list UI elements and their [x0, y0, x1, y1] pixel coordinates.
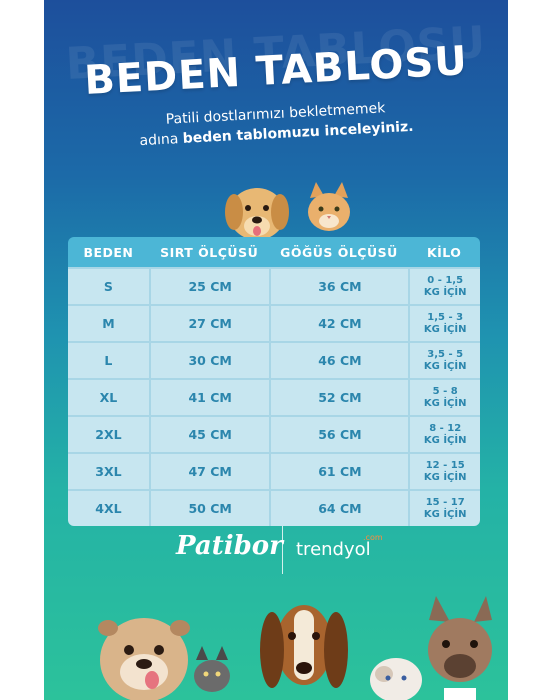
column-header-sirt: SIRT ÖLÇÜSÜ: [148, 237, 270, 267]
kilo-unit: KG İÇİN: [423, 323, 467, 335]
cell-gogus: 36 CM: [269, 267, 409, 304]
cell-sirt: 47 CM: [148, 452, 270, 489]
cell-beden: 4XL: [68, 489, 149, 526]
cell-beden: M: [68, 304, 149, 341]
table-row: 3XL 47 CM 61 CM 12 - 15 KG İÇİN: [68, 452, 480, 489]
cell-kilo: 5 - 8 KG İÇİN: [408, 378, 480, 415]
cell-gogus: 42 CM: [269, 304, 409, 341]
cell-gogus: 61 CM: [269, 452, 409, 489]
table-row: M 27 CM 42 CM 1,5 - 3 KG İÇİN: [68, 304, 480, 341]
brand-divider: [282, 526, 283, 574]
kilo-unit: KG İÇİN: [423, 286, 467, 298]
table-row: 4XL 50 CM 64 CM 15 - 17 KG İÇİN: [68, 489, 480, 526]
kilo-unit: KG İÇİN: [423, 434, 467, 446]
cell-kilo: 3,5 - 5 KG İÇİN: [408, 341, 480, 378]
trendyol-logo: trendyol: [296, 539, 371, 560]
kilo-unit: KG İÇİN: [423, 471, 467, 483]
kilo-range: 12 - 15: [425, 459, 465, 471]
cell-beden: S: [68, 267, 149, 304]
cell-gogus: 56 CM: [269, 415, 409, 452]
cell-kilo: 1,5 - 3 KG İÇİN: [408, 304, 480, 341]
cell-kilo: 12 - 15 KG İÇİN: [408, 452, 480, 489]
cell-sirt: 45 CM: [148, 415, 270, 452]
kilo-unit: KG İÇİN: [423, 397, 467, 409]
cell-sirt: 41 CM: [148, 378, 270, 415]
column-header-gogus: GÖĞÜS ÖLÇÜSÜ: [269, 237, 409, 267]
kilo-range: 1,5 - 3: [427, 311, 464, 323]
cell-kilo: 15 - 17 KG İÇİN: [408, 489, 480, 526]
size-table: BEDEN SIRT ÖLÇÜSÜ GÖĞÜS ÖLÇÜSÜ KİLO S 25…: [68, 237, 480, 526]
kilo-range: 5 - 8: [432, 385, 458, 397]
subtitle-prefix: adına: [139, 131, 179, 150]
cell-beden: XL: [68, 378, 149, 415]
column-header-beden: BEDEN: [68, 237, 149, 267]
table-row: XL 41 CM 52 CM 5 - 8 KG İÇİN: [68, 378, 480, 415]
trendyol-com-suffix: .com: [363, 533, 383, 542]
cell-gogus: 52 CM: [269, 378, 409, 415]
kilo-range: 15 - 17: [425, 496, 465, 508]
column-header-kilo: KİLO: [408, 237, 480, 267]
table-row: 2XL 45 CM 56 CM 8 - 12 KG İÇİN: [68, 415, 480, 452]
table-header-row: BEDEN SIRT ÖLÇÜSÜ GÖĞÜS ÖLÇÜSÜ KİLO: [68, 237, 480, 267]
pets-group-illustration: [98, 596, 492, 700]
kilo-range: 3,5 - 5: [427, 348, 464, 360]
cell-kilo: 0 - 1,5 KG İÇİN: [408, 267, 480, 304]
table-row: L 30 CM 46 CM 3,5 - 5 KG İÇİN: [68, 341, 480, 378]
kilo-range: 0 - 1,5: [427, 274, 464, 286]
cell-gogus: 64 CM: [269, 489, 409, 526]
cell-beden: L: [68, 341, 149, 378]
cell-sirt: 50 CM: [148, 489, 270, 526]
kilo-unit: KG İÇİN: [423, 360, 467, 372]
table-row: S 25 CM 36 CM 0 - 1,5 KG İÇİN: [68, 267, 480, 304]
kilo-unit: KG İÇİN: [423, 508, 467, 520]
patibor-logo: Patibor: [176, 531, 283, 561]
cell-sirt: 30 CM: [148, 341, 270, 378]
size-chart-poster: BEDEN TABLOSU BEDEN TABLOSU Patili dostl…: [44, 0, 508, 700]
cell-gogus: 46 CM: [269, 341, 409, 378]
cell-sirt: 27 CM: [148, 304, 270, 341]
cell-kilo: 8 - 12 KG İÇİN: [408, 415, 480, 452]
kilo-range: 8 - 12: [429, 422, 462, 434]
cell-sirt: 25 CM: [148, 267, 270, 304]
cell-beden: 2XL: [68, 415, 149, 452]
cell-beden: 3XL: [68, 452, 149, 489]
